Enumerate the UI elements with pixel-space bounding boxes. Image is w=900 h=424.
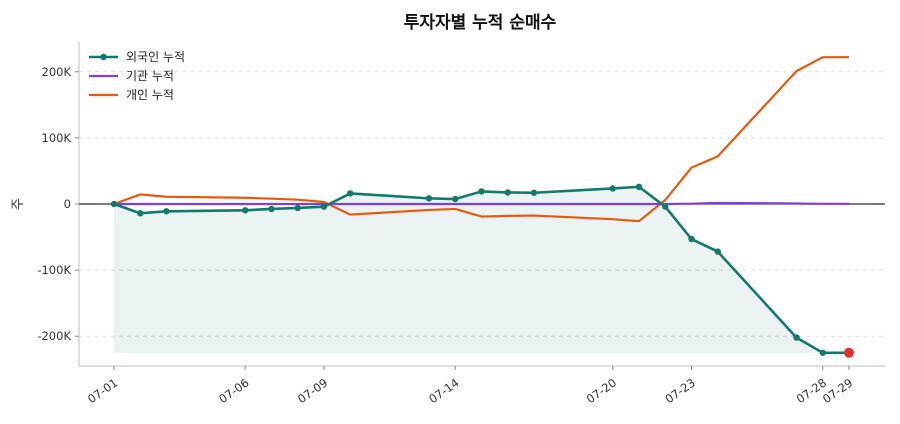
data-point <box>268 205 275 213</box>
y-tick-label: 0 <box>64 197 71 211</box>
data-point <box>504 189 511 196</box>
data-point <box>819 349 826 356</box>
series-line <box>114 201 849 206</box>
data-point <box>452 195 459 203</box>
x-tick-label: 07-06 <box>216 376 251 407</box>
data-point <box>425 195 433 202</box>
x-tick-label: 07-20 <box>584 376 619 407</box>
data-point <box>793 334 800 341</box>
legend-label: 기관 누적 <box>126 69 174 83</box>
data-point <box>635 183 643 191</box>
series-layer <box>110 56 854 358</box>
data-point <box>294 204 301 212</box>
legend-label: 개인 누적 <box>126 88 174 102</box>
legend-marker <box>100 53 107 61</box>
x-tick-label: 07-09 <box>295 376 330 407</box>
x-tick-label: 07-01 <box>85 376 120 407</box>
data-point <box>662 203 669 210</box>
x-tick-label: 07-14 <box>426 376 461 407</box>
x-tick-label: 07-29 <box>820 376 855 407</box>
data-point <box>609 185 616 192</box>
data-point <box>320 203 328 210</box>
data-point <box>688 235 695 243</box>
data-point <box>163 208 170 215</box>
series-line <box>113 56 849 223</box>
data-point <box>110 200 118 208</box>
y-tick-label: -200K <box>37 329 71 343</box>
highlight-point <box>844 347 854 358</box>
data-point <box>347 190 354 197</box>
data-point <box>137 210 144 217</box>
fill-layer <box>114 186 849 353</box>
data-point <box>242 207 249 214</box>
data-point <box>714 248 721 255</box>
data-point <box>478 188 485 195</box>
x-tick-label: 07-23 <box>662 376 697 407</box>
data-point <box>530 189 538 196</box>
y-axis-label: 주 <box>11 198 26 210</box>
legend-label: 외국인 누적 <box>126 50 185 64</box>
area-fill <box>114 186 849 353</box>
y-tick-label: 200K <box>42 65 72 79</box>
y-tick-label: -100K <box>37 263 71 277</box>
grid-layer <box>79 71 885 337</box>
chart-title: 투자자별 누적 순매수 <box>404 13 557 33</box>
y-tick-label: 100K <box>42 131 72 145</box>
